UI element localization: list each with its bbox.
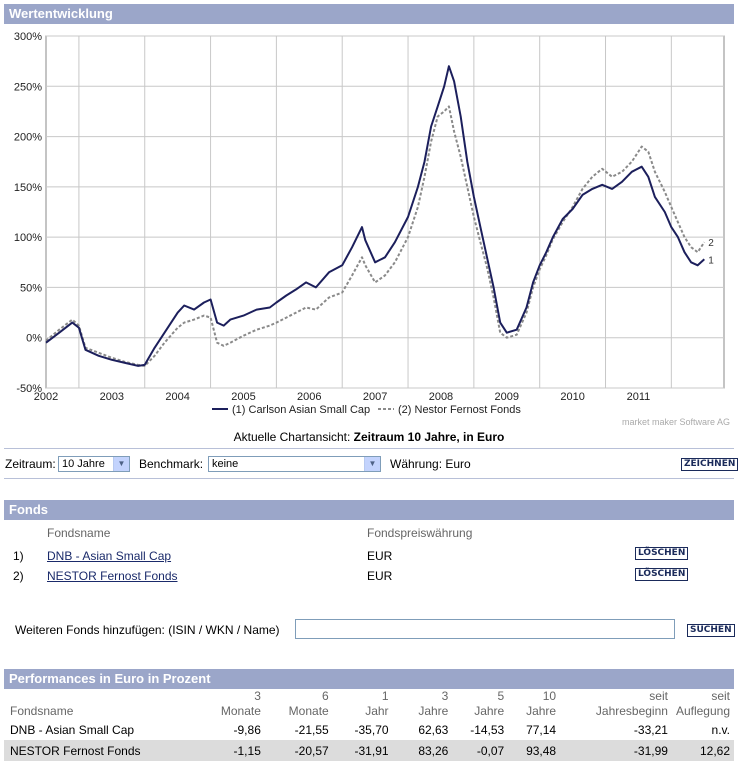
- series-line-1: [45, 65, 705, 367]
- delete-fund-button[interactable]: LÖSCHEN: [635, 547, 689, 560]
- table-cell: -1,15: [203, 740, 265, 761]
- chart-credit: market maker Software AG: [622, 417, 730, 426]
- y-tick-label: 300%: [14, 31, 42, 43]
- chevron-down-icon: ▼: [113, 457, 129, 471]
- add-fund-label: Weiteren Fonds hinzufügen: (ISIN / WKN /…: [15, 623, 280, 637]
- x-tick-label: 2009: [495, 391, 519, 403]
- fund-currency: EUR: [367, 569, 393, 583]
- col-header-3j: 3 Jahre: [418, 689, 449, 718]
- table-cell: 12,62: [671, 740, 734, 761]
- performance-chart: 300% 250% 200% 150% 100% 50% 0% -50% 2002 2003 20…: [14, 31, 730, 426]
- table-cell: -0,07: [452, 740, 509, 761]
- plot-area: [45, 35, 725, 389]
- table-row: DNB - Asian Small Cap -9,86 -21,55 -35,7…: [4, 719, 734, 740]
- y-tick-label: 0%: [26, 333, 42, 345]
- chart-caption-prefix: Aktuelle Chartansicht:: [233, 430, 354, 444]
- chart-section-header: Wertentwicklung: [4, 4, 734, 24]
- performance-table: Fondsname 3 Monate 6 Monate 1 Jahr 3 Jahre 5…: [4, 689, 734, 761]
- fund-link[interactable]: NESTOR Fernost Fonds: [47, 569, 178, 583]
- table-cell: -9,86: [233, 722, 261, 737]
- chart-caption: Aktuelle Chartansicht: Zeitraum 10 Jahre…: [0, 430, 738, 444]
- table-cell: -31,99: [560, 740, 672, 761]
- currency-column-header: Fondspreiswährung: [367, 526, 473, 540]
- col-header-jahresbeginn: seit Jahresbeginn: [595, 689, 668, 718]
- table-cell: 62,63: [418, 722, 449, 737]
- series-line-2: [45, 105, 706, 367]
- col-header-auflegung: seit Auflegung: [675, 689, 730, 718]
- col-header-5j: 5 Jahre: [474, 689, 505, 718]
- benchmark-label: Benchmark:: [139, 457, 204, 471]
- table-cell: -31,91: [332, 740, 393, 761]
- col-header-fondsname: Fondsname: [10, 704, 74, 718]
- y-tick-label: 250%: [14, 81, 42, 93]
- x-tick-label: 2008: [429, 391, 453, 403]
- y-tick-label: 150%: [14, 182, 42, 194]
- col-header-3m: 3 Monate: [220, 689, 261, 718]
- x-tick-label: 2005: [231, 391, 255, 403]
- x-tick-label: 2011: [627, 391, 651, 403]
- fonds-section-header: Fonds: [4, 500, 734, 520]
- x-tick-label: 2003: [100, 391, 124, 403]
- chevron-down-icon: ▼: [364, 457, 380, 471]
- fund-currency: EUR: [367, 549, 393, 563]
- col-header-1j: 1 Jahr: [365, 689, 389, 718]
- table-cell: -20,57: [264, 740, 333, 761]
- table-cell: -33,21: [633, 722, 668, 737]
- table-cell: 83,26: [392, 740, 453, 761]
- series-end-label: 2: [708, 238, 714, 249]
- fund-row-index: 2): [13, 569, 24, 583]
- benchmark-select[interactable]: keine ▼: [208, 456, 381, 472]
- x-tick-label: 2006: [297, 391, 321, 403]
- y-tick-label: 50%: [20, 282, 42, 294]
- table-cell: -21,55: [294, 722, 329, 737]
- chart-caption-bold: Zeitraum 10 Jahre, in Euro: [353, 430, 505, 444]
- table-cell: 93,48: [508, 740, 561, 761]
- table-row: NESTOR Fernost Fonds -1,15 -20,57 -31,91…: [4, 740, 734, 761]
- performance-section-header: Performances in Euro in Prozent: [4, 669, 734, 689]
- y-tick-label: 100%: [14, 232, 42, 244]
- divider: [4, 478, 734, 479]
- x-tick-label: 2007: [363, 391, 387, 403]
- fund-link[interactable]: DNB - Asian Small Cap: [47, 549, 172, 563]
- search-button[interactable]: SUCHEN: [687, 624, 735, 637]
- col-header-10j: 10 Jahre: [526, 689, 557, 718]
- legend-label: (1) Carlson Asian Small Cap: [232, 404, 370, 416]
- x-tick-label: 2002: [34, 391, 58, 403]
- fondsname-column-header: Fondsname: [47, 526, 111, 540]
- table-cell: -35,70: [354, 722, 389, 737]
- divider: [4, 448, 734, 449]
- zeitraum-select[interactable]: 10 Jahre ▼: [58, 456, 130, 472]
- zeichnen-button[interactable]: ZEICHNEN: [681, 458, 738, 471]
- benchmark-select-value: keine: [212, 458, 239, 470]
- y-tick-label: -50%: [16, 383, 42, 395]
- fund-row-index: 1): [13, 549, 24, 563]
- table-cell: DNB - Asian Small Cap: [10, 722, 135, 737]
- table-cell: NESTOR Fernost Fonds: [4, 740, 203, 761]
- table-cell: n.v.: [711, 722, 730, 737]
- y-tick-label: 200%: [14, 132, 42, 144]
- zeitraum-select-value: 10 Jahre: [62, 458, 105, 470]
- col-header-6m: 6 Monate: [288, 689, 329, 718]
- add-fund-input[interactable]: [295, 619, 675, 639]
- zeitraum-label: Zeitraum:: [5, 457, 56, 471]
- table-cell: -14,53: [470, 722, 505, 737]
- legend-label: (2) Nestor Fernost Fonds: [398, 404, 521, 416]
- delete-fund-button[interactable]: LÖSCHEN: [635, 568, 689, 581]
- performance-header-row: Fondsname 3 Monate 6 Monate 1 Jahr 3 Jahre 5…: [4, 689, 734, 719]
- x-tick-label: 2004: [165, 391, 189, 403]
- x-tick-label: 2010: [560, 391, 584, 403]
- series-end-label: 1: [708, 255, 714, 266]
- table-cell: 77,14: [526, 722, 557, 737]
- currency-label: Währung: Euro: [390, 457, 471, 471]
